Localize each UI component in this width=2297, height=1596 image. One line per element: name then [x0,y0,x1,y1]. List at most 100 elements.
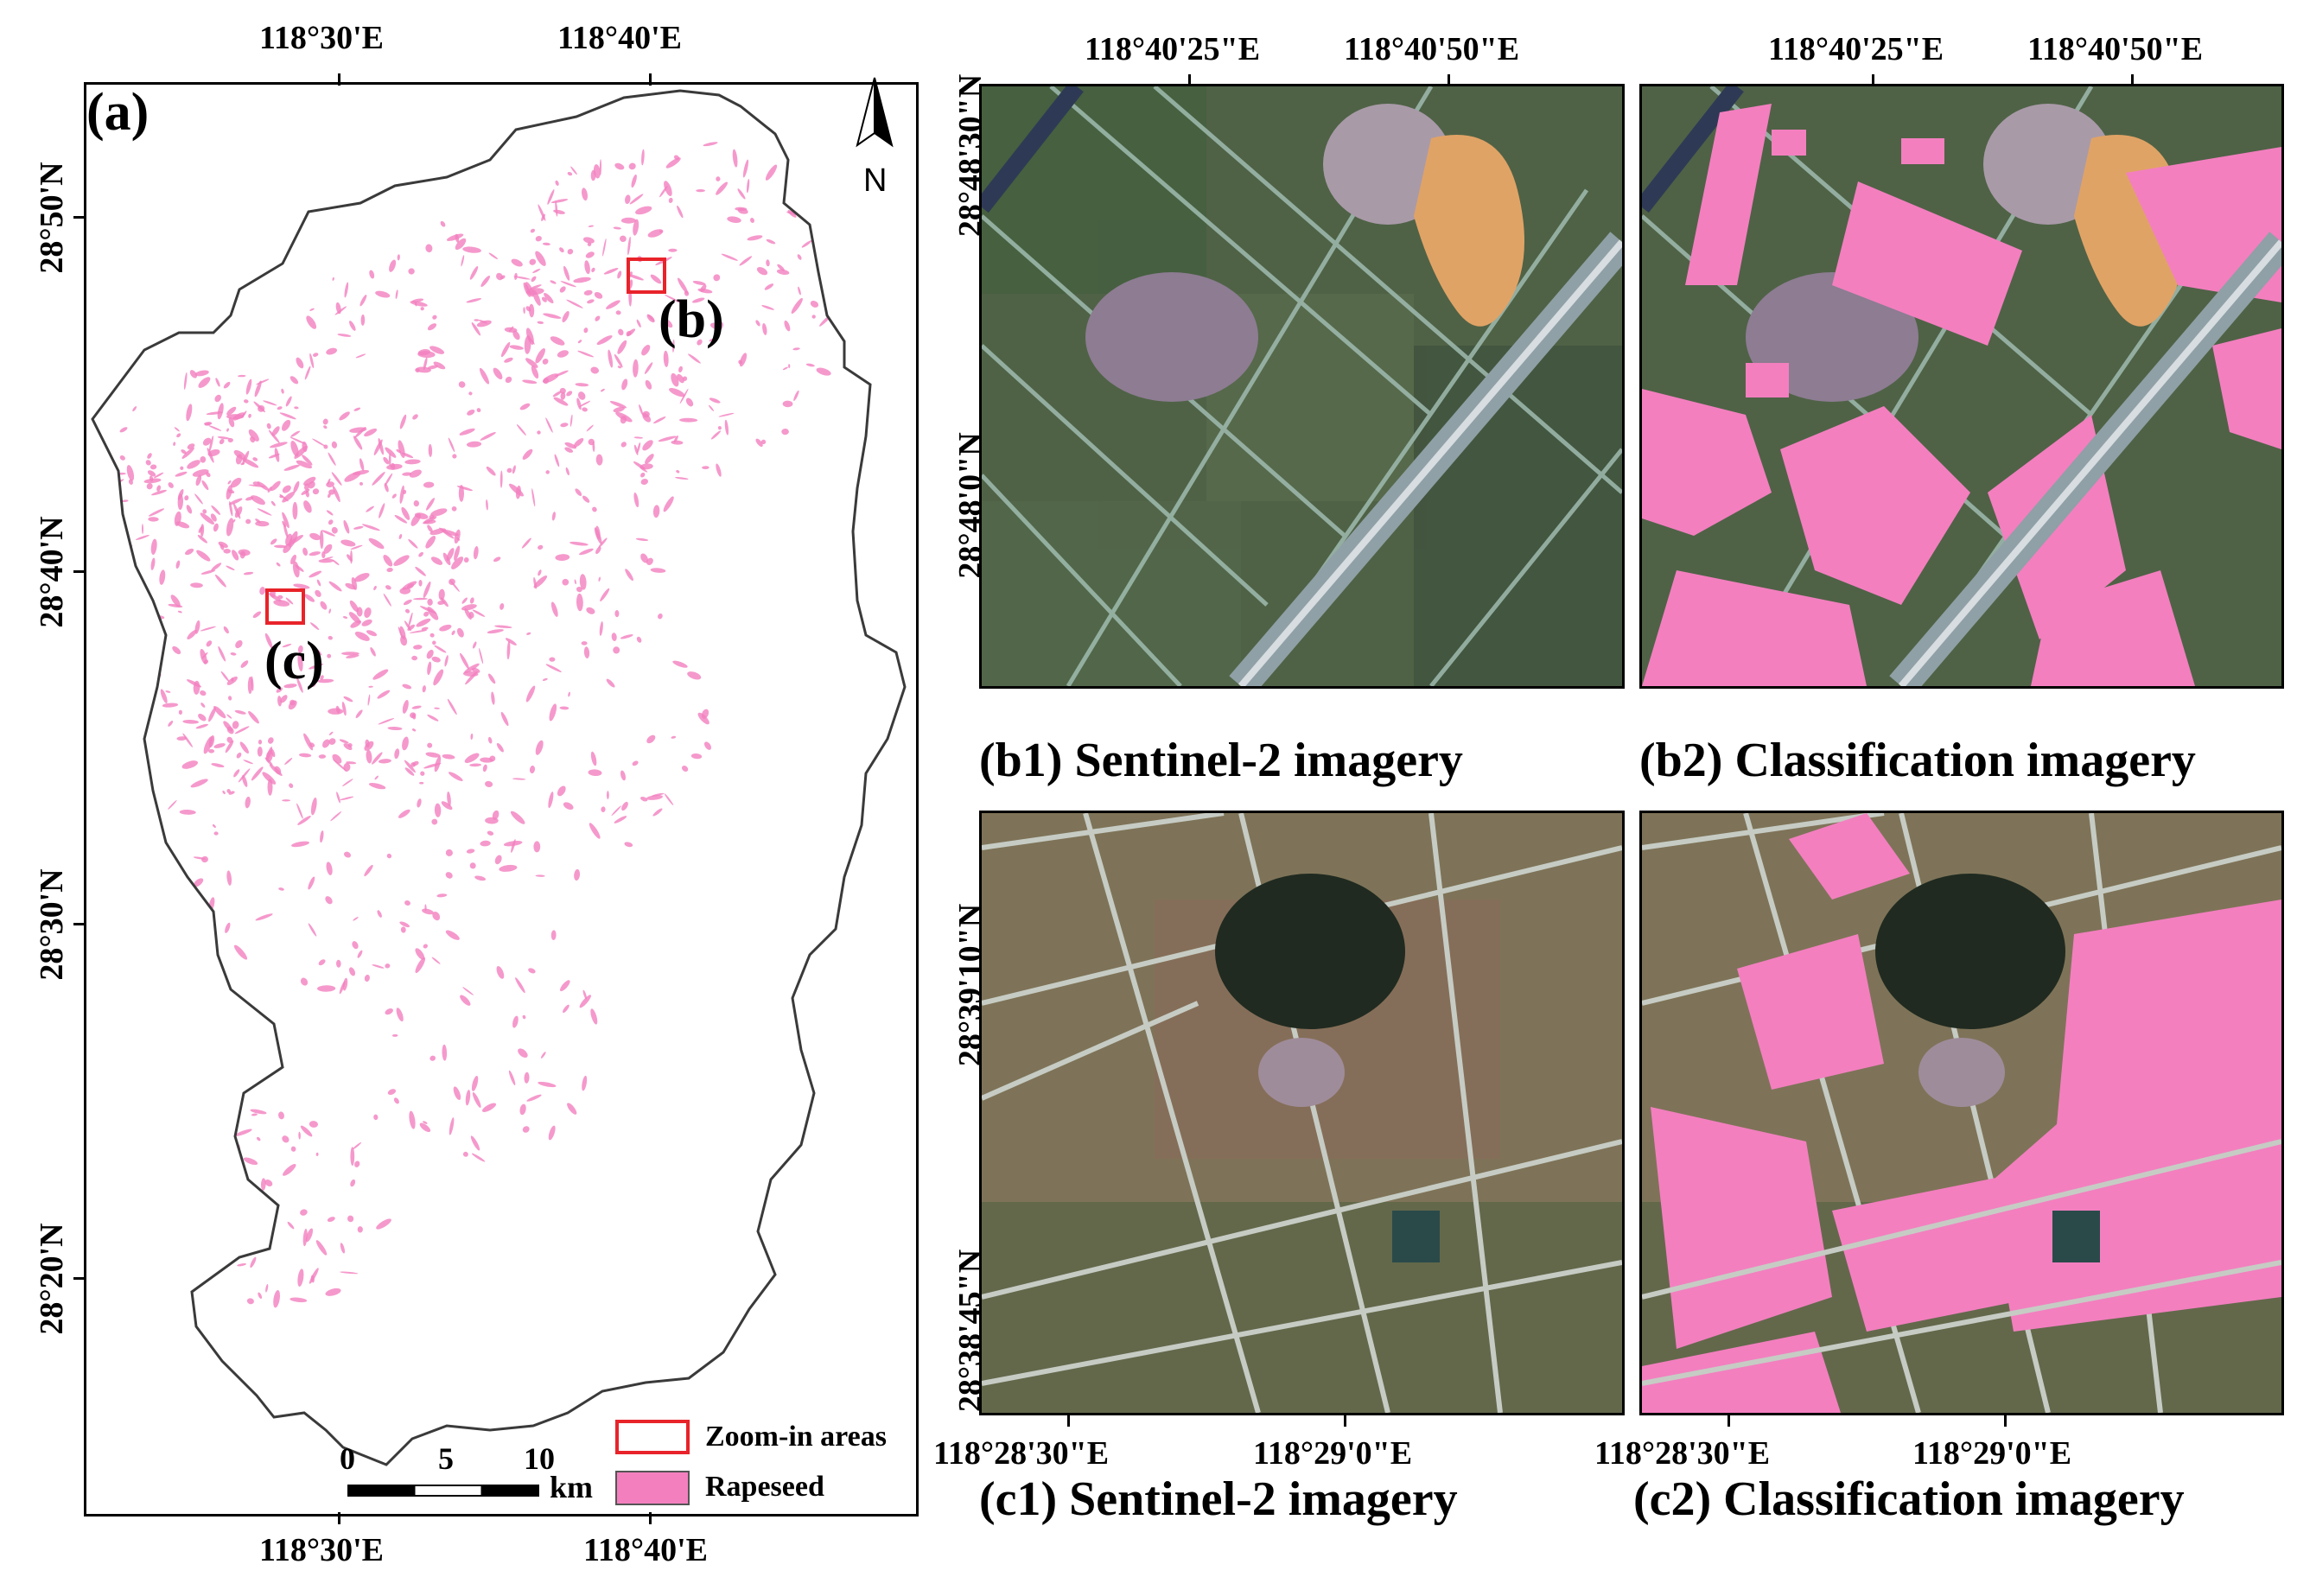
rapeseed-patch [296,677,303,693]
rapeseed-patch [664,793,674,806]
rapeseed-patch [337,334,352,337]
rapeseed-patch [414,512,429,519]
rapeseed-patch [798,286,801,296]
rapeseed-patch [429,633,435,638]
rapeseed-patch [472,641,477,649]
rapeseed-patch [220,544,225,550]
rapeseed-patch [421,626,429,631]
rapeseed-patch [489,755,496,762]
rapeseed-patch [430,556,443,565]
rapeseed-patch [251,1113,258,1116]
rapeseed-patch [412,760,419,766]
rapeseed-patch [620,217,636,224]
panel-a-left-label-3: 28°30'N [34,868,70,981]
rapeseed-patch [550,280,557,284]
rapeseed-patch [97,693,113,703]
rapeseed-patch [168,799,177,810]
rapeseed-patch [439,624,452,632]
rapeseed-patch [234,726,250,734]
rapeseed-patch [480,840,491,847]
rapeseed-patch [427,598,433,606]
rapeseed-patch [404,900,410,906]
rapeseed-patch [197,534,208,544]
rapeseed-patch [229,501,233,517]
rapeseed-patch [310,798,317,816]
rapeseed-patch [724,419,729,436]
rapeseed-patch [586,424,594,432]
rapeseed-patch [590,751,597,766]
rapeseed-patch [195,474,202,486]
b2-classification-image [1639,84,2284,689]
c1-sentinel-image [979,811,1625,1415]
rapeseed-patch [297,815,311,825]
rapeseed-patch [617,366,622,369]
rapeseed-patch [431,656,441,663]
rapeseed-patch [276,562,281,567]
rapeseed-patch [618,328,624,336]
rapeseed-patch [549,703,557,722]
rapeseed-patch [168,482,174,488]
rapeseed-patch [234,1129,252,1136]
rapeseed-patch [412,414,418,420]
rapeseed-patch [328,519,334,525]
rapeseed-patch [437,601,445,605]
rapeseed-patch [592,506,597,512]
rapeseed-patch [206,472,211,478]
rapeseed-patch [641,345,651,356]
rapeseed-patch [411,705,422,709]
rapeseed-patch [611,633,617,641]
rapeseed-patch [448,772,463,781]
rapeseed-patch [652,505,660,518]
rapeseed-patch [531,488,536,507]
rapeseed-patch [462,987,474,995]
rapeseed-patch [347,1215,354,1223]
rapeseed-patch [505,376,512,384]
rapeseed-patch [463,557,469,563]
rapeseed-patch [515,485,521,499]
rapeseed-patch [187,460,200,469]
rapeseed-patch [579,995,591,1008]
rapeseed-patch [822,270,830,277]
rapeseed-patch [555,554,570,562]
rapeseed-patch [205,1196,222,1205]
rapeseed-patch [632,760,639,766]
rapeseed-patch [184,495,189,501]
rapeseed-patch [701,709,709,719]
rapeseed-patch [374,775,379,780]
rapeseed-patch [697,339,703,346]
rapeseed-patch [179,1185,188,1191]
rapeseed-patch [598,537,608,549]
rapeseed-patch [92,554,95,559]
rapeseed-patch [419,1122,431,1133]
rapeseed-patch [681,765,689,773]
rapeseed-patch [454,545,461,561]
rapeseed-patch [512,465,516,474]
rapeseed-patch [309,1268,319,1284]
rapeseed-patch [628,162,636,170]
rapeseed-patch [427,323,437,331]
rapeseed-patch [343,762,351,772]
rapeseed-patch [150,557,156,570]
rapeseed-patch [348,967,356,976]
rapeseed-patch [97,671,104,682]
rapeseed-patch [343,696,353,703]
rapeseed-patch [494,855,502,865]
rapeseed-patch [588,769,602,777]
rapeseed-patch [442,1044,448,1061]
rapeseed-patch [282,1135,290,1143]
rapeseed-patch [250,1256,257,1269]
rapeseed-patch [512,330,520,340]
rapeseed-patch [433,669,444,686]
rapeseed-patch [793,390,799,402]
rapeseed-patch [559,247,564,253]
rapeseed-patch [427,525,433,533]
rapeseed-patch [239,741,249,754]
rapeseed-patch [141,524,144,535]
rapeseed-patch [607,791,609,800]
rapeseed-patch [589,823,601,839]
rapeseed-patch [448,437,455,453]
rapeseed-patch [555,180,559,186]
rapeseed-patch [340,1243,346,1254]
rapeseed-patch [206,411,223,416]
rapeseed-patch [126,669,133,684]
